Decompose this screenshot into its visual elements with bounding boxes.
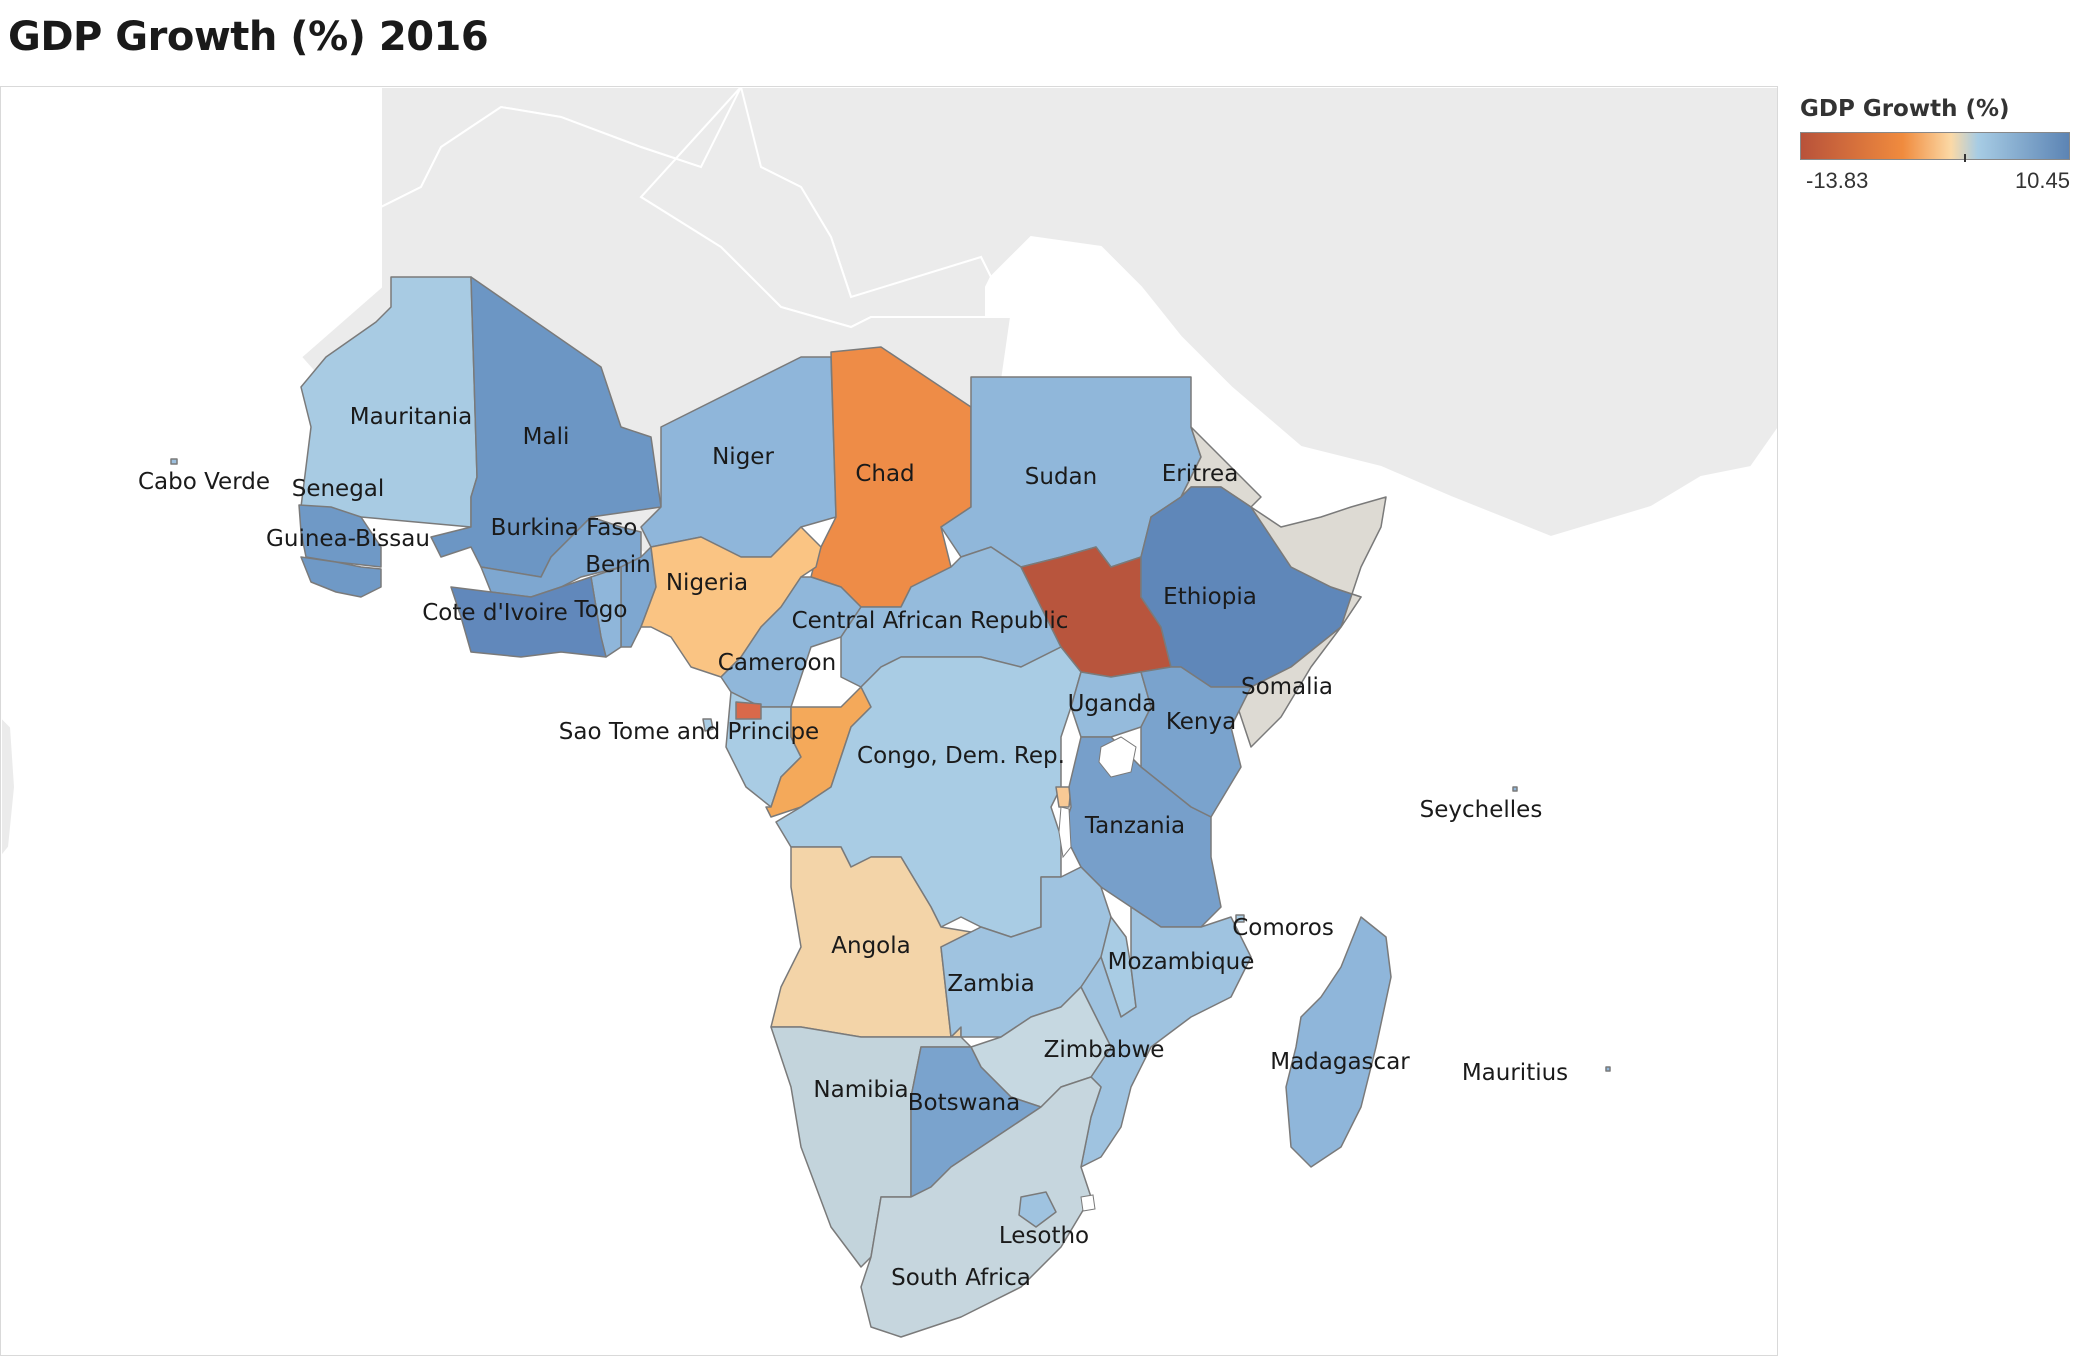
legend-min-label: -13.83 [1806, 168, 1869, 193]
label-mozambique: Mozambique [1108, 949, 1255, 975]
label-guinea-bissau: Guinea-Bissau [266, 526, 430, 552]
label-angola: Angola [831, 933, 910, 959]
country-madagascar[interactable] [1285, 916, 1392, 1168]
country-lesotho[interactable] [1018, 1191, 1057, 1228]
country-seychelles[interactable] [1512, 786, 1518, 792]
label-nigeria: Nigeria [666, 570, 748, 596]
legend-zero-tick [1964, 154, 1966, 162]
label-uganda: Uganda [1068, 691, 1157, 717]
country-guinea-bissau[interactable] [300, 556, 382, 598]
color-legend: GDP Growth (%) -13.83 10.45 [1800, 96, 2070, 206]
country-cabo-verde[interactable] [170, 458, 178, 465]
label-mauritania: Mauritania [350, 404, 473, 430]
label-mali: Mali [523, 424, 570, 450]
country-senegal[interactable] [298, 504, 382, 568]
label-lesotho: Lesotho [999, 1223, 1089, 1249]
map-view[interactable]: Mauritania Mali Niger Chad Sudan Eritrea… [0, 86, 1778, 1356]
label-sao-tome-and-principe: Sao Tome and Principe [559, 719, 819, 745]
country-south-africa[interactable] [860, 1076, 1102, 1338]
label-seychelles: Seychelles [1420, 797, 1543, 823]
country-burundi[interactable] [1055, 786, 1072, 808]
country-cote-d-ivoire[interactable] [450, 576, 607, 658]
country-equatorial-guinea[interactable] [735, 701, 762, 720]
label-cabo-verde: Cabo Verde [138, 469, 270, 495]
label-kenya: Kenya [1166, 709, 1236, 735]
label-sudan: Sudan [1025, 464, 1097, 490]
legend-max-label: 10.45 [2014, 168, 2070, 193]
lakes [1058, 736, 1137, 1212]
country-somalia[interactable] [1230, 496, 1387, 748]
country-kenya[interactable] [1140, 666, 1252, 818]
label-botswana: Botswana [908, 1090, 1020, 1116]
country-sao-tome-and-principe[interactable] [702, 718, 714, 732]
label-chad: Chad [855, 461, 914, 487]
country-cameroon[interactable] [720, 576, 862, 708]
country-comoros[interactable] [1235, 914, 1245, 923]
label-eritrea: Eritrea [1162, 461, 1239, 487]
label-congo-dem-rep: Congo, Dem. Rep. [857, 743, 1065, 769]
legend-color-ramp [1800, 132, 2070, 160]
label-cote-d-ivoire: Cote d'Ivoire [422, 600, 568, 626]
country-mauritius[interactable] [1605, 1066, 1611, 1072]
label-mauritius: Mauritius [1462, 1060, 1568, 1086]
label-burkina-faso: Burkina Faso [491, 515, 638, 541]
label-cameroon: Cameroon [718, 650, 836, 676]
label-benin: Benin [585, 552, 650, 578]
label-niger: Niger [712, 444, 774, 470]
label-zambia: Zambia [947, 971, 1034, 997]
label-central-african-republic: Central African Republic [792, 608, 1069, 634]
label-tanzania: Tanzania [1084, 813, 1185, 839]
label-zimbabwe: Zimbabwe [1044, 1037, 1165, 1063]
label-togo: Togo [574, 597, 628, 623]
label-madagascar: Madagascar [1270, 1049, 1410, 1075]
label-senegal: Senegal [292, 476, 385, 502]
label-comoros: Comoros [1232, 915, 1334, 941]
map-title: GDP Growth (%) 2016 [8, 14, 489, 60]
label-south-africa: South Africa [891, 1265, 1031, 1291]
label-namibia: Namibia [813, 1077, 908, 1103]
label-somalia: Somalia [1241, 674, 1333, 700]
legend-title: GDP Growth (%) [1800, 96, 2010, 122]
label-ethiopia: Ethiopia [1163, 584, 1257, 610]
africa-map[interactable]: Mauritania Mali Niger Chad Sudan Eritrea… [1, 87, 1778, 1356]
